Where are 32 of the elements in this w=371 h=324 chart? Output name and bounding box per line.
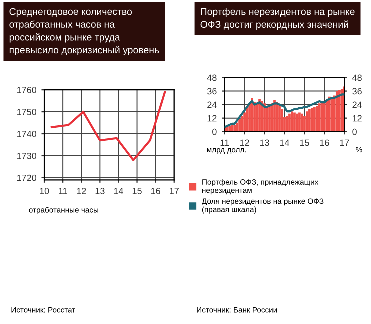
y-tick-label: 1720 [17,174,37,182]
x-tick-label: 16 [151,188,160,194]
x-tick-label: 11 [59,188,68,194]
x-tick-label: 12 [77,188,86,194]
y2-tick-label: 36 [352,88,362,95]
x-tick-label: 10 [40,188,50,194]
x-tick-label: 16 [320,140,330,146]
x-tick-label: 15 [300,140,310,146]
y2-tick-label: 0 [352,128,357,136]
x-tick-label: 12 [240,140,250,146]
x-tick-label: 14 [280,140,290,146]
x-tick-label: 15 [132,188,142,194]
x-tick-label: 17 [340,140,350,146]
y-tick-label: 48 [207,74,217,82]
y2-tick-label: 24 [352,102,362,108]
y-tick-label: 1750 [17,109,37,116]
y-tick-label: 1730 [17,152,37,160]
y-tick-label: 1760 [17,87,37,94]
y2-tick-label: 48 [352,74,362,82]
chart-title: Среднегодовое количество отработанных часов на российском рынке труда превысило докризисный уровень [10,8,160,56]
x-tick-label: 14 [114,188,124,194]
y-tick-label: 1740 [17,130,37,138]
x-tick-label: 11 [220,140,230,146]
y2-tick-label: 12 [352,115,362,122]
y-tick-label: 0 [212,128,217,136]
y-tick-label: 12 [208,115,217,122]
x-tick-label: 13 [96,188,105,194]
x-tick-label: 17 [170,188,179,194]
chart-title: Портфель нерезидентов на рынке ОФЗ достиг рекордных значений [200,8,355,30]
y-tick-label: 36 [207,88,217,95]
y-tick-label: 24 [208,102,217,108]
x-tick-label: 13 [260,140,270,146]
